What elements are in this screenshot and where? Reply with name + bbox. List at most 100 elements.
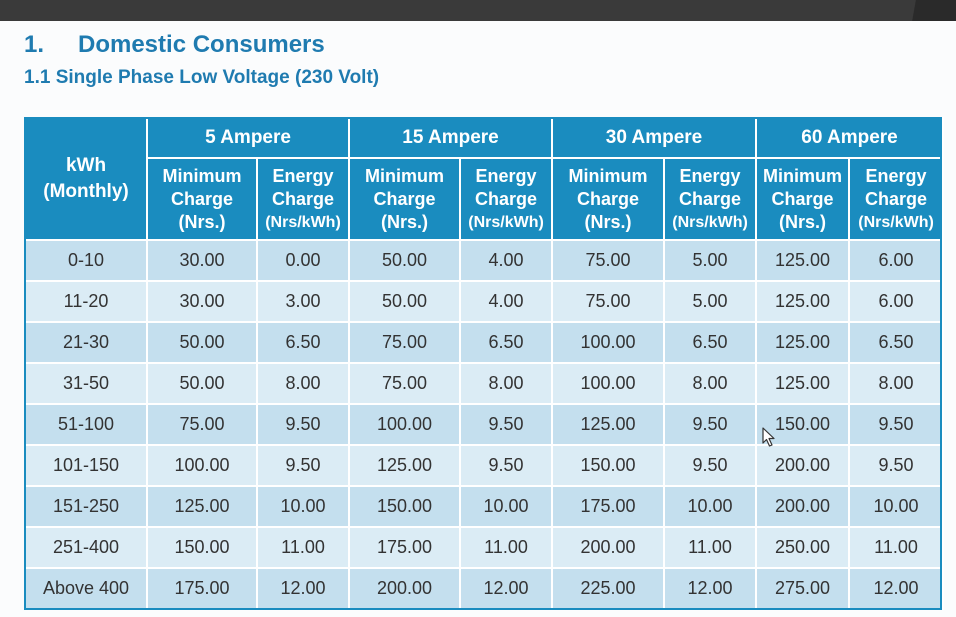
table-row: 0-10 30.00 0.00 50.00 4.00 75.00 5.00 125.00 6.0… — [24, 239, 945, 282]
minimum-charge-cell: 175.00 — [348, 526, 462, 569]
energy-charge-cell: 5.00 — [663, 239, 758, 282]
minimum-charge-header: Minimum Charge (Nrs.) — [551, 157, 666, 241]
subheader-line: (Nrs/kWh) — [672, 213, 748, 231]
energy-charge-cell: 4.00 — [459, 280, 554, 323]
minimum-charge-cell: 75.00 — [146, 403, 258, 446]
table-row: 101-150 100.00 9.50 125.00 9.50 150.00 9.50 200… — [24, 444, 945, 487]
energy-charge-cell: 3.00 — [255, 280, 351, 323]
minimum-charge-cell: 200.00 — [551, 526, 666, 569]
minimum-charge-cell: 50.00 — [348, 280, 462, 323]
minimum-charge-cell: 225.00 — [551, 567, 666, 610]
minimum-charge-cell: 50.00 — [146, 362, 258, 405]
subheader-line: (Nrs.) — [178, 211, 226, 232]
minimum-charge-cell: 125.00 — [755, 321, 851, 364]
energy-charge-cell: 11.00 — [663, 526, 758, 569]
minimum-charge-cell: 125.00 — [348, 444, 462, 487]
table-row: 21-30 50.00 6.50 75.00 6.50 100.00 6.50 125.00 6… — [24, 321, 945, 364]
subheader-line: Charge — [170, 188, 233, 209]
subheader-line: Charge — [679, 188, 742, 209]
minimum-charge-cell: 275.00 — [755, 567, 851, 610]
minimum-charge-cell: 75.00 — [348, 321, 462, 364]
minimum-charge-cell: 200.00 — [755, 485, 851, 528]
energy-charge-cell: 4.00 — [459, 239, 554, 282]
energy-charge-cell: 6.50 — [459, 321, 554, 364]
subheader-line: Minimum — [162, 165, 242, 186]
kwh-range-cell: 101-150 — [24, 444, 148, 487]
minimum-charge-cell: 125.00 — [755, 280, 851, 323]
section-title: Domestic Consumers — [78, 31, 325, 58]
energy-charge-cell: 9.50 — [663, 403, 758, 446]
minimum-charge-cell: 250.00 — [755, 526, 851, 569]
energy-charge-header: Energy Charge (Nrs/kWh) — [459, 157, 554, 241]
energy-charge-cell: 10.00 — [255, 485, 351, 528]
energy-charge-cell: 9.50 — [663, 444, 758, 487]
subheader-line: (Nrs.) — [584, 211, 632, 232]
energy-charge-cell: 8.00 — [255, 362, 351, 405]
table-row: 151-250 125.00 10.00 150.00 10.00 175.00 10.00… — [24, 485, 945, 528]
minimum-charge-cell: 150.00 — [146, 526, 258, 569]
minimum-charge-cell: 30.00 — [146, 280, 258, 323]
minimum-charge-cell: 100.00 — [146, 444, 258, 487]
minimum-charge-cell: 50.00 — [348, 239, 462, 282]
subheader-line: Minimum — [568, 165, 648, 186]
subheader-line: Minimum — [365, 165, 445, 186]
energy-charge-header: Energy Charge (Nrs/kWh) — [255, 157, 351, 241]
energy-charge-cell: 8.00 — [663, 362, 758, 405]
minimum-charge-cell: 150.00 — [348, 485, 462, 528]
section-heading: 1. Domestic Consumers — [24, 31, 325, 59]
group-header-60a: 60 Ampere — [755, 117, 945, 159]
energy-charge-cell: 6.50 — [255, 321, 351, 364]
energy-charge-cell: 6.00 — [848, 239, 945, 282]
minimum-charge-cell: 100.00 — [551, 362, 666, 405]
table-row: 11-20 30.00 3.00 50.00 4.00 75.00 5.00 125.00 6.… — [24, 280, 945, 323]
subheader-line: Charge — [865, 188, 928, 209]
minimum-charge-cell: 200.00 — [348, 567, 462, 610]
minimum-charge-cell: 125.00 — [551, 403, 666, 446]
mouse-pointer-icon — [762, 427, 775, 447]
energy-charge-cell: 10.00 — [663, 485, 758, 528]
subheader-line: (Nrs/kWh) — [468, 213, 544, 231]
subheader-line: Energy — [865, 165, 927, 186]
header-row-subheaders: Minimum Charge (Nrs.) Energy Charge (Nrs/kWh)… — [25, 157, 945, 241]
top-bar-accent — [886, 0, 956, 21]
table-row: Above 400 175.00 12.00 200.00 12.00 225.00 12.… — [24, 567, 945, 610]
energy-charge-cell: 11.00 — [459, 526, 554, 569]
minimum-charge-cell: 125.00 — [146, 485, 258, 528]
table-body: 0-10 30.00 0.00 50.00 4.00 75.00 5.00 125.00 6.0… — [24, 239, 945, 610]
energy-charge-cell: 6.00 — [848, 280, 945, 323]
energy-charge-cell: 11.00 — [848, 526, 945, 569]
minimum-charge-cell: 100.00 — [551, 321, 666, 364]
kwh-range-cell: 251-400 — [24, 526, 148, 569]
minimum-charge-cell: 30.00 — [146, 239, 258, 282]
kwh-range-cell: 151-250 — [24, 485, 148, 528]
minimum-charge-cell: 75.00 — [551, 239, 666, 282]
section-subtitle: 1.1 Single Phase Low Voltage (230 Volt) — [24, 67, 380, 88]
minimum-charge-cell: 125.00 — [755, 239, 851, 282]
energy-charge-cell: 9.50 — [848, 403, 945, 446]
minimum-charge-header: Minimum Charge (Nrs.) — [755, 157, 851, 241]
minimum-charge-header: Minimum Charge (Nrs.) — [146, 157, 258, 241]
kwh-header: kWh (Monthly) — [24, 117, 148, 241]
minimum-charge-cell: 75.00 — [348, 362, 462, 405]
subheader-line: (Nrs.) — [381, 211, 429, 232]
energy-charge-cell: 9.50 — [255, 444, 351, 487]
energy-charge-cell: 6.50 — [848, 321, 945, 364]
minimum-charge-cell: 50.00 — [146, 321, 258, 364]
minimum-charge-cell: 75.00 — [551, 280, 666, 323]
energy-charge-cell: 12.00 — [663, 567, 758, 610]
minimum-charge-header: Minimum Charge (Nrs.) — [348, 157, 462, 241]
kwh-range-cell: 11-20 — [24, 280, 148, 323]
energy-charge-cell: 12.00 — [255, 567, 351, 610]
subheader-line: Energy — [475, 165, 537, 186]
table-row: 31-50 50.00 8.00 75.00 8.00 100.00 8.00 125.00 8… — [24, 362, 945, 405]
subheader-line: Energy — [272, 165, 334, 186]
energy-charge-cell: 6.50 — [663, 321, 758, 364]
energy-charge-cell: 10.00 — [848, 485, 945, 528]
subheader-line: Charge — [272, 188, 335, 209]
window-top-bar — [0, 0, 956, 21]
minimum-charge-cell: 200.00 — [755, 444, 851, 487]
minimum-charge-cell: 150.00 — [755, 403, 851, 446]
kwh-header-line1: kWh — [65, 155, 107, 176]
kwh-range-cell: 0-10 — [24, 239, 148, 282]
energy-charge-cell: 11.00 — [255, 526, 351, 569]
